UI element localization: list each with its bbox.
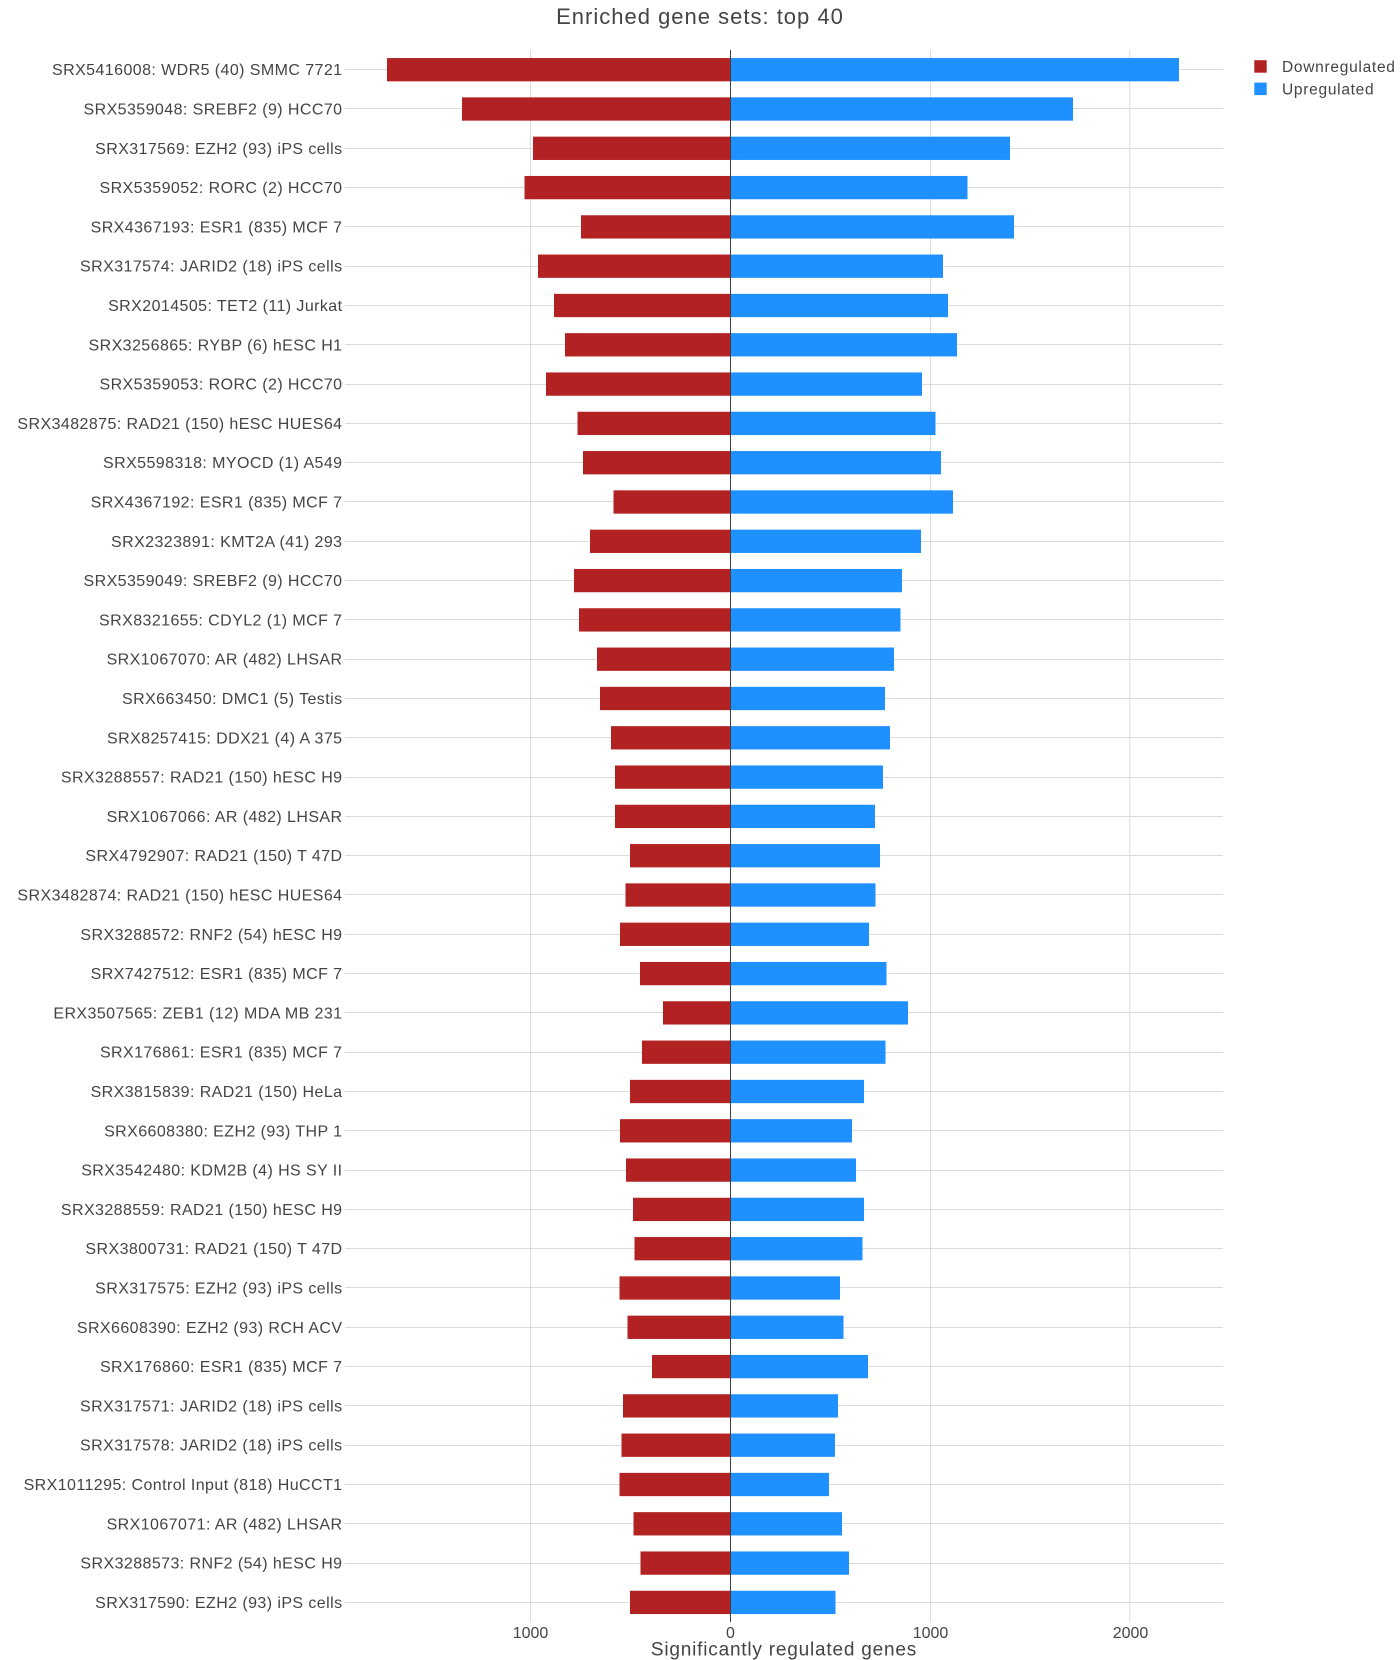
svg-text:SRX1011295: Control Input (818: SRX1011295: Control Input (818) HuCCT1: [24, 1477, 343, 1494]
svg-text:SRX8257415: DDX21 (4) A 375: SRX8257415: DDX21 (4) A 375: [107, 730, 343, 747]
svg-text:SRX2323891: KMT2A (41) 293: SRX2323891: KMT2A (41) 293: [111, 534, 343, 551]
svg-text:SRX3288573: RNF2 (54) hESC H9: SRX3288573: RNF2 (54) hESC H9: [80, 1556, 342, 1573]
svg-text:SRX663450: DMC1 (5) Testis: SRX663450: DMC1 (5) Testis: [122, 691, 343, 708]
svg-text:SRX317574: JARID2 (18) iPS cel: SRX317574: JARID2 (18) iPS cells: [80, 259, 342, 276]
svg-text:SRX8321655: CDYL2 (1) MCF 7: SRX8321655: CDYL2 (1) MCF 7: [99, 612, 342, 629]
svg-text:SRX4792907: RAD21 (150) T 47D: SRX4792907: RAD21 (150) T 47D: [85, 848, 342, 865]
svg-text:SRX317575: EZH2 (93) iPS cells: SRX317575: EZH2 (93) iPS cells: [95, 1280, 342, 1297]
svg-text:SRX6608380: EZH2 (93) THP 1: SRX6608380: EZH2 (93) THP 1: [104, 1123, 342, 1140]
svg-text:SRX3288559: RAD21 (150) hESC H: SRX3288559: RAD21 (150) hESC H9: [61, 1202, 343, 1219]
svg-text:2000: 2000: [1113, 1625, 1149, 1642]
svg-text:Significantly regulated genes: Significantly regulated genes: [651, 1640, 917, 1660]
svg-text:Upregulated: Upregulated: [1282, 81, 1374, 98]
svg-text:SRX3800731: RAD21 (150) T 47D: SRX3800731: RAD21 (150) T 47D: [85, 1241, 342, 1258]
svg-text:SRX5416008: WDR5 (40) SMMC 772: SRX5416008: WDR5 (40) SMMC 7721: [52, 62, 342, 79]
svg-text:SRX1067066: AR (482) LHSAR: SRX1067066: AR (482) LHSAR: [107, 809, 343, 826]
svg-text:SRX3482874: RAD21 (150) hESC H: SRX3482874: RAD21 (150) hESC HUES64: [17, 887, 342, 904]
svg-text:Downregulated: Downregulated: [1282, 59, 1396, 76]
svg-text:SRX5359052: RORC (2) HCC70: SRX5359052: RORC (2) HCC70: [99, 180, 342, 197]
svg-text:SRX317571: JARID2 (18) iPS cel: SRX317571: JARID2 (18) iPS cells: [80, 1398, 342, 1415]
svg-text:SRX3288572: RNF2 (54) hESC H9: SRX3288572: RNF2 (54) hESC H9: [80, 927, 342, 944]
svg-text:SRX1067070: AR (482) LHSAR: SRX1067070: AR (482) LHSAR: [107, 652, 343, 669]
svg-text:SRX6608390: EZH2 (93) RCH ACV: SRX6608390: EZH2 (93) RCH ACV: [77, 1320, 343, 1337]
svg-text:SRX4367192: ESR1 (835) MCF 7: SRX4367192: ESR1 (835) MCF 7: [91, 494, 343, 511]
svg-text:SRX7427512: ESR1 (835) MCF 7: SRX7427512: ESR1 (835) MCF 7: [91, 966, 343, 983]
svg-text:SRX317569: EZH2 (93) iPS cells: SRX317569: EZH2 (93) iPS cells: [95, 141, 342, 158]
svg-text:SRX3542480: KDM2B (4) HS SY II: SRX3542480: KDM2B (4) HS SY II: [81, 1163, 342, 1180]
svg-text:SRX4367193: ESR1 (835) MCF 7: SRX4367193: ESR1 (835) MCF 7: [91, 219, 343, 236]
svg-text:Enriched gene sets: top 40: Enriched gene sets: top 40: [556, 4, 844, 29]
svg-text:1000: 1000: [913, 1625, 949, 1642]
svg-text:SRX3482875: RAD21 (150) hESC H: SRX3482875: RAD21 (150) hESC HUES64: [17, 416, 342, 433]
svg-text:SRX176861: ESR1 (835) MCF 7: SRX176861: ESR1 (835) MCF 7: [100, 1045, 343, 1062]
svg-text:SRX5359049: SREBF2 (9) HCC70: SRX5359049: SREBF2 (9) HCC70: [84, 573, 343, 590]
svg-text:SRX3288557: RAD21 (150) hESC H: SRX3288557: RAD21 (150) hESC H9: [61, 770, 343, 787]
svg-text:1000: 1000: [513, 1625, 549, 1642]
svg-text:0: 0: [726, 1625, 735, 1642]
svg-text:SRX5598318: MYOCD (1) A549: SRX5598318: MYOCD (1) A549: [103, 455, 342, 472]
svg-text:ERX3507565: ZEB1 (12) MDA MB 2: ERX3507565: ZEB1 (12) MDA MB 231: [53, 1005, 342, 1022]
svg-text:SRX3815839: RAD21 (150) HeLa: SRX3815839: RAD21 (150) HeLa: [91, 1084, 343, 1101]
svg-text:SRX317578: JARID2 (18) iPS cel: SRX317578: JARID2 (18) iPS cells: [80, 1438, 342, 1455]
svg-text:SRX5359048: SREBF2 (9) HCC70: SRX5359048: SREBF2 (9) HCC70: [84, 101, 343, 118]
svg-text:SRX5359053: RORC (2) HCC70: SRX5359053: RORC (2) HCC70: [99, 377, 342, 394]
svg-text:SRX176860: ESR1 (835) MCF 7: SRX176860: ESR1 (835) MCF 7: [100, 1359, 343, 1376]
svg-text:SRX3256865: RYBP (6) hESC H1: SRX3256865: RYBP (6) hESC H1: [89, 337, 343, 354]
svg-text:SRX2014505: TET2 (11) Jurkat: SRX2014505: TET2 (11) Jurkat: [108, 298, 343, 315]
svg-text:SRX1067071: AR (482) LHSAR: SRX1067071: AR (482) LHSAR: [107, 1516, 343, 1533]
svg-text:SRX317590: EZH2 (93) iPS cells: SRX317590: EZH2 (93) iPS cells: [95, 1595, 342, 1612]
